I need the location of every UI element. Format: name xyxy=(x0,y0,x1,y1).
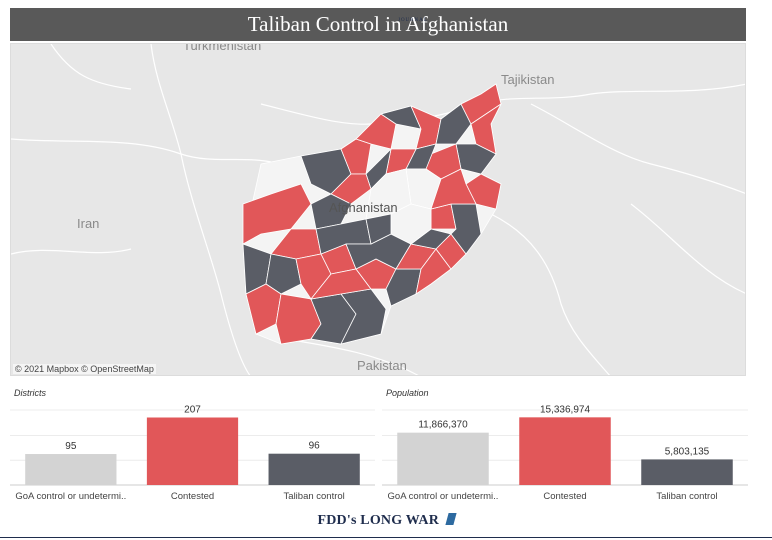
districts-value-label-1: 207 xyxy=(184,405,201,416)
districts-value-label-2: 96 xyxy=(309,441,321,452)
districts-chart: Districts 95 GoA control or undetermi.. 20… xyxy=(10,388,375,506)
districts-chart-title: Districts xyxy=(14,388,46,398)
population-chart: Population 11,866,370 GoA control or unde… xyxy=(382,388,748,506)
map-attribution[interactable]: © 2021 Mapbox © OpenStreetMap xyxy=(13,364,156,374)
quill-icon xyxy=(444,513,457,525)
population-bar-2[interactable] xyxy=(641,459,733,485)
map-label-iran: Iran xyxy=(77,216,100,231)
population-value-label-0: 11,866,370 xyxy=(418,420,468,431)
population-category-label-0: GoA control or undetermi.. xyxy=(388,491,499,502)
map-label-turkmenistan: Turkmenistan xyxy=(183,43,262,53)
population-bar-0[interactable] xyxy=(397,432,489,485)
map-panel[interactable]: Turkmenistan Tajikistan Iran Afghanistan… xyxy=(10,43,746,376)
footer-logo: FDD's LONG WAR xyxy=(0,511,772,537)
map-label-pakistan: Pakistan xyxy=(357,358,407,373)
districts-bar-1[interactable] xyxy=(146,417,239,486)
districts-bar-2[interactable] xyxy=(268,453,360,485)
districts-category-label-0: GoA control or undetermi.. xyxy=(15,491,126,502)
population-chart-svg: 11,866,370 GoA control or undetermi.. 15,3… xyxy=(382,404,748,502)
afghanistan-districts[interactable] xyxy=(242,83,503,345)
map-label-tajikistan: Tajikistan xyxy=(501,72,555,87)
population-value-label-2: 5,803,135 xyxy=(665,446,710,457)
population-category-label-1: Contested xyxy=(543,491,586,502)
districts-value-label-0: 95 xyxy=(65,441,77,452)
population-value-label-1: 15,336,974 xyxy=(540,404,590,415)
population-chart-title: Population xyxy=(386,388,429,398)
logo-text: FDD's LONG WAR xyxy=(317,513,440,528)
bottom-divider xyxy=(0,537,772,538)
districts-category-label-2: Taliban control xyxy=(284,491,345,502)
logo-subtitle: JOURNAL xyxy=(398,18,428,23)
districts-category-label-1: Contested xyxy=(171,491,214,502)
map-canvas[interactable] xyxy=(11,44,746,376)
map-label-afghanistan: Afghanistan xyxy=(329,200,398,215)
population-bar-1[interactable] xyxy=(519,417,611,485)
population-category-label-2: Taliban control xyxy=(656,491,717,502)
districts-chart-svg: 95 GoA control or undetermi.. 207 Contested… xyxy=(10,405,375,502)
districts-bar-0[interactable] xyxy=(25,454,117,485)
dashboard-title: Taliban Control in Afghanistan xyxy=(10,8,746,41)
